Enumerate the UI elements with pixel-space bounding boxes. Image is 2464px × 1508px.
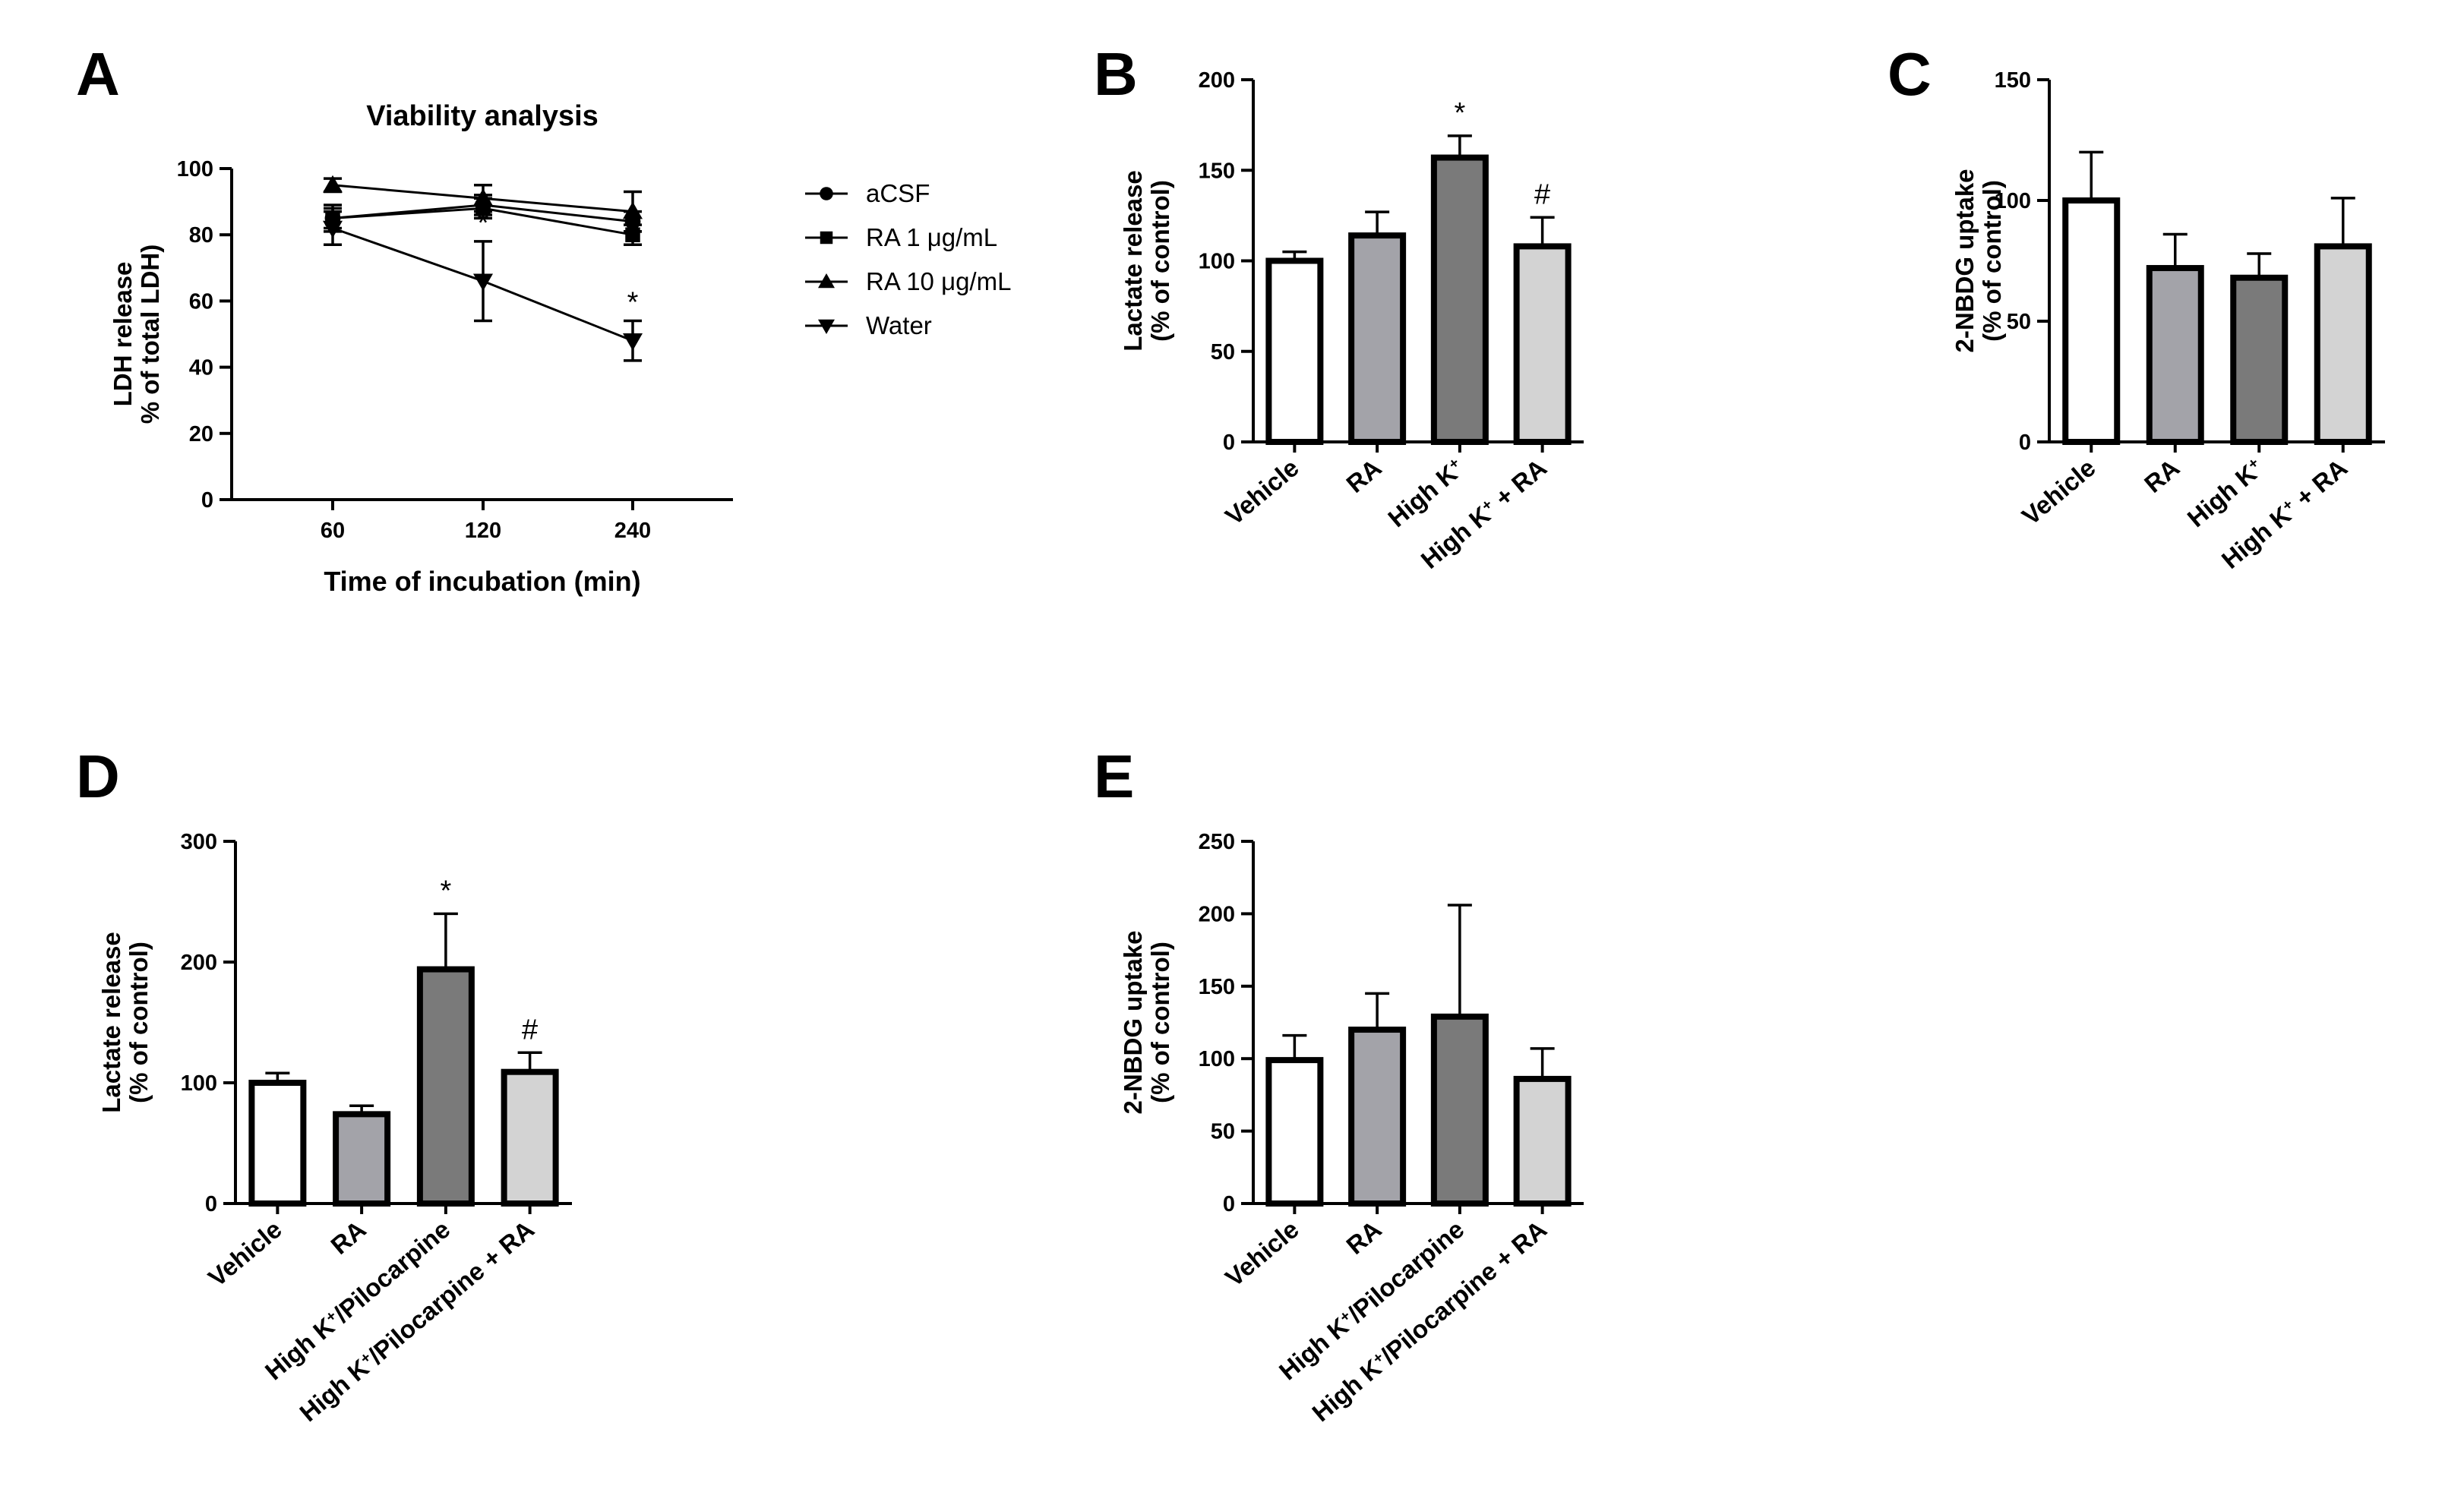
- panel-a-series-4-point: [323, 220, 343, 238]
- panel-b-y-axis-label-line: (% of control): [1146, 180, 1174, 342]
- panel-e-y-tick-label: 100: [1199, 1047, 1235, 1071]
- panel-a-legend-marker-2: [820, 231, 833, 244]
- panel-a-y-tick-label: 40: [189, 356, 213, 380]
- panel-a-series-3-point: [323, 175, 343, 193]
- panel-e-bar-1: [1265, 1057, 1324, 1207]
- panel-e-bar-3: [1430, 1013, 1489, 1207]
- panel-d-y-tick-label: 200: [181, 951, 217, 975]
- panel-b-significance-mark: *: [1454, 97, 1465, 129]
- panel-e-y-tick-label: 200: [1199, 902, 1235, 926]
- panel-d-y-axis-label-line: Lactate release: [97, 932, 125, 1113]
- panel-c-y-axis-label-line: 2-NBDG uptake: [1951, 169, 1979, 352]
- panel-a-y-tick-label: 0: [201, 488, 213, 513]
- panel-c-bar-3: [2230, 274, 2289, 446]
- panel-b-y-tick-label: 0: [1223, 431, 1235, 455]
- panel-a-y-tick-label: 60: [189, 289, 213, 314]
- panel-d-y-axis-label: Lactate release (% of control): [97, 932, 153, 1113]
- panel-e-y-tick-label: 150: [1199, 975, 1235, 999]
- panel-a-y-tick-label: 20: [189, 422, 213, 446]
- panel-d-significance-mark: *: [440, 875, 451, 907]
- panel-letter-a: A: [76, 40, 120, 108]
- panel-d-bar-3: [416, 966, 475, 1207]
- panel-letter-d: D: [76, 743, 120, 810]
- panel-letter-c: C: [1887, 40, 1932, 108]
- panel-c-y-axis-label-line: (% of control): [1978, 180, 2006, 342]
- panel-a-legend-label-3: RA 10 μg/mL: [866, 267, 1011, 295]
- panel-a-series-3-point: [473, 188, 493, 206]
- panel-d-y-tick-label: 100: [181, 1071, 217, 1096]
- panel-a-series-3-point: [623, 201, 643, 219]
- panel-e-bar-2: [1348, 1027, 1407, 1207]
- panel-b-y-tick-label: 50: [1211, 340, 1235, 364]
- panel-c-y-tick-label: 0: [2019, 431, 2031, 455]
- panel-c-bar-4: [2314, 243, 2372, 445]
- panel-letter-b: B: [1094, 40, 1138, 108]
- panel-b-y-tick-label: 100: [1199, 250, 1235, 274]
- panel-d-bar-4: [501, 1068, 559, 1207]
- panel-a-series-4-significance-mark: *: [627, 287, 639, 319]
- panel-b-bar-4: [1513, 243, 1572, 445]
- panel-d-y-tick-label: 300: [181, 830, 217, 854]
- panel-a-legend-marker-1: [820, 187, 833, 200]
- panel-d-bar-2: [333, 1111, 391, 1207]
- panel-d-significance-mark: #: [522, 1014, 538, 1046]
- panel-b-y-tick-label: 150: [1199, 159, 1235, 183]
- panel-c-y-axis-label: 2-NBDG uptake (% of control): [1951, 169, 2006, 352]
- panel-a-series-4-significance-mark: *: [478, 207, 489, 239]
- panel-c-y-tick-label: 100: [1995, 189, 2031, 213]
- panel-a-y-tick-label: 80: [189, 223, 213, 248]
- panel-d-y-tick-label: 0: [205, 1192, 217, 1216]
- panel-c-bar-2: [2146, 265, 2204, 446]
- panel-a-legend-marker-4: [818, 319, 835, 334]
- panel-d-y-axis-label-line: (% of control): [125, 942, 153, 1103]
- panel-c-y-tick-label: 50: [2007, 310, 2031, 334]
- panel-a-series-4-point: [623, 333, 643, 351]
- panel-b-y-axis-label: Lactate release (% of control): [1119, 170, 1174, 352]
- panel-a-x-tick-label: 60: [321, 519, 345, 543]
- panel-a-series-4-point: [473, 273, 493, 292]
- panel-a-title: Viability analysis: [366, 100, 599, 132]
- panel-a-y-axis-label: LDH release% of total LDH): [109, 244, 164, 424]
- panel-a-y-axis-label-line: % of total LDH): [136, 244, 164, 424]
- panel-a-y-tick-label: 100: [177, 157, 213, 181]
- panel-letter-e: E: [1094, 743, 1134, 810]
- panel-a-legend-label-1: aCSF: [866, 179, 930, 207]
- panel-b-bar-1: [1265, 257, 1324, 445]
- panel-e-bar-4: [1513, 1075, 1572, 1207]
- panel-c-bar-1: [2062, 197, 2121, 445]
- panel-e-y-tick-label: 0: [1223, 1192, 1235, 1216]
- panel-e-y-axis-label: 2-NBDG uptake (% of control): [1119, 930, 1174, 1114]
- panel-e-y-axis-label-line: (% of control): [1146, 942, 1174, 1103]
- panel-a-legend-label-2: RA 1 μg/mL: [866, 223, 997, 251]
- panel-a-x-tick-label: 120: [465, 519, 501, 543]
- panel-e-y-tick-label: 250: [1199, 830, 1235, 854]
- panel-d-bar-1: [248, 1080, 307, 1207]
- panel-c-y-tick-label: 150: [1995, 68, 2031, 93]
- panel-b-bar-3: [1430, 154, 1489, 445]
- panel-a-y-axis-label-line: LDH release: [109, 262, 137, 407]
- panel-b-significance-mark: #: [1534, 178, 1550, 210]
- panel-a-legend-label-4: Water: [866, 311, 932, 339]
- panel-b-y-tick-label: 200: [1199, 68, 1235, 93]
- panel-a-x-axis-label: Time of incubation (min): [324, 566, 640, 597]
- panel-e-y-tick-label: 50: [1211, 1120, 1235, 1144]
- panel-a-legend-marker-3: [818, 273, 835, 289]
- panel-e-y-axis-label-line: 2-NBDG uptake: [1119, 930, 1147, 1114]
- panel-b-y-axis-label-line: Lactate release: [1119, 170, 1147, 352]
- panel-b-bar-2: [1348, 232, 1407, 445]
- panel-a-x-tick-label: 240: [614, 519, 651, 543]
